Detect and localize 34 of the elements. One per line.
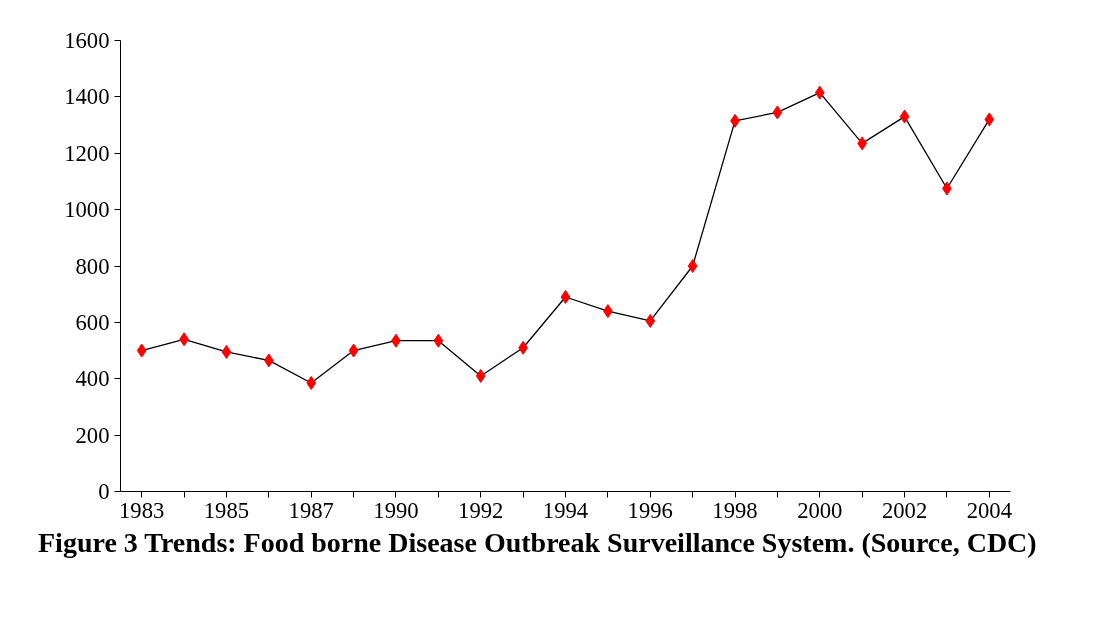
point xyxy=(475,368,486,383)
x-tick-label: 2004 xyxy=(966,497,1012,523)
y-tick-label: 400 xyxy=(75,366,110,392)
point xyxy=(772,105,783,120)
point xyxy=(984,112,995,127)
x-tick-label: 1998 xyxy=(712,497,758,523)
y-tick-label: 0 xyxy=(98,479,110,504)
y-tick-label: 1200 xyxy=(64,140,110,166)
x-tick-label: 1992 xyxy=(458,497,504,523)
point xyxy=(645,313,656,328)
y-tick-label: 1000 xyxy=(64,197,110,223)
text: Figure 3 Trends: Food borne Disease Outbreak Surveillance System. (Source, CDC) xyxy=(38,526,1037,560)
x-tick-label: 1985 xyxy=(203,497,250,523)
point xyxy=(433,333,444,348)
point xyxy=(687,259,698,273)
y-tick-label: 600 xyxy=(75,309,110,335)
x-tick-label: 1994 xyxy=(542,497,589,523)
point xyxy=(306,375,317,390)
x-tick-label: 1987 xyxy=(288,497,334,523)
x-tick-label: 1996 xyxy=(627,497,673,523)
point xyxy=(899,109,910,124)
y-tick-label: 800 xyxy=(75,253,110,279)
x-tick-label: 2000 xyxy=(797,497,843,523)
point xyxy=(221,344,232,359)
point xyxy=(814,85,825,100)
y-tick-label: 1600 xyxy=(64,28,110,53)
x-tick-label: 1983 xyxy=(119,497,165,523)
point xyxy=(348,343,359,358)
x-tick-label: 2002 xyxy=(881,497,928,523)
point xyxy=(136,343,147,358)
x-tick-label: 1990 xyxy=(373,497,419,523)
y-tick-label: 1400 xyxy=(64,84,110,110)
y-tick-label: 200 xyxy=(75,422,110,448)
point xyxy=(560,290,571,305)
